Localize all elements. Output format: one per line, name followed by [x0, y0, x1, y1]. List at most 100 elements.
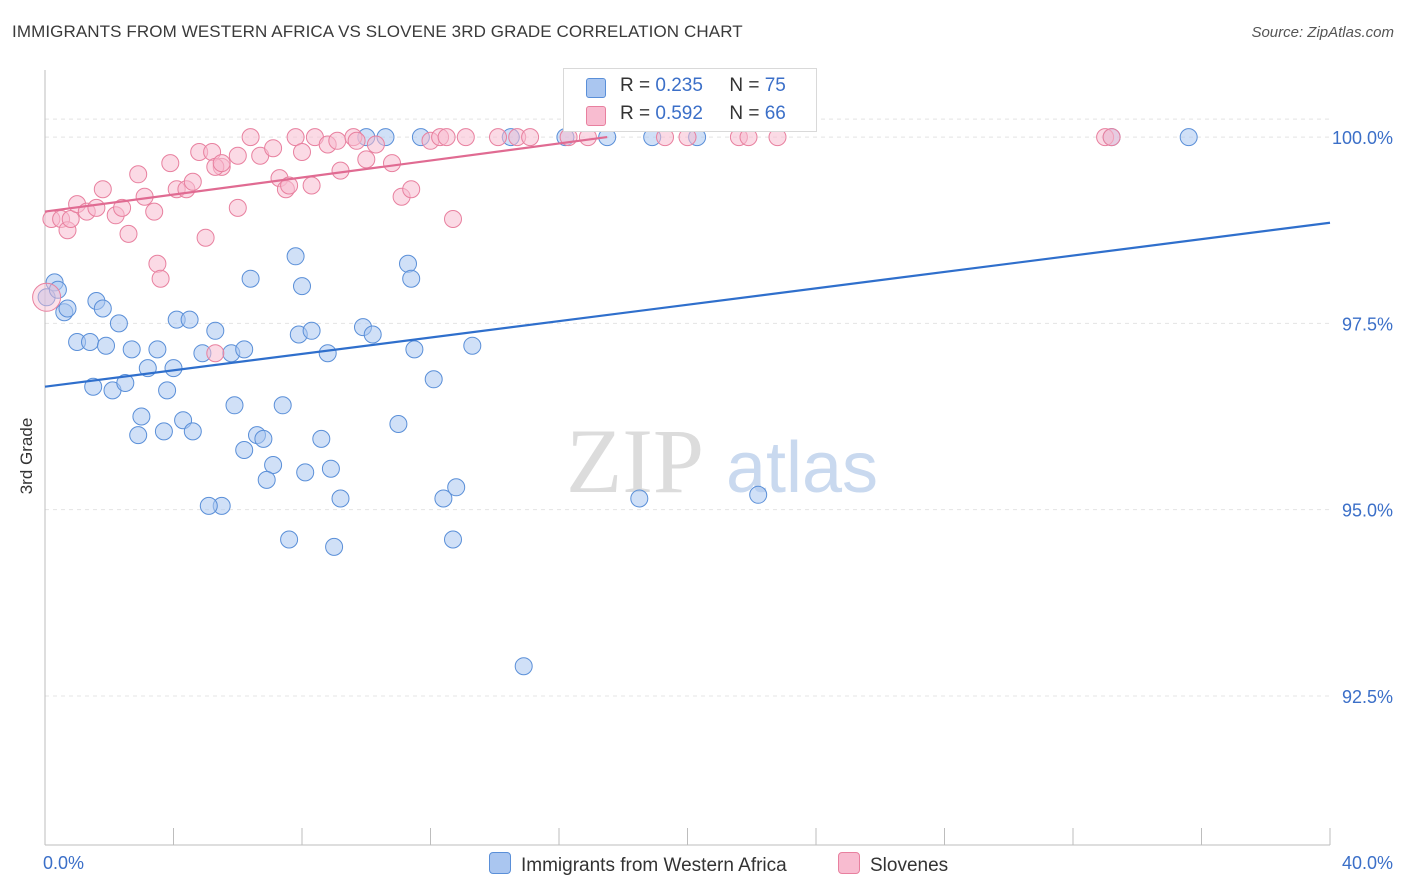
data-point — [293, 143, 311, 161]
data-point — [521, 128, 540, 147]
data-point — [405, 340, 424, 359]
trend-line-western-africa — [44, 221, 1331, 388]
data-point — [235, 340, 254, 359]
data-point — [444, 210, 462, 228]
data-point — [383, 154, 401, 173]
data-point — [212, 154, 231, 173]
data-point — [444, 530, 462, 549]
legend-r-value: 0.592 — [655, 103, 703, 124]
data-point — [328, 131, 347, 150]
data-point — [241, 128, 260, 147]
legend-n-label: N = — [729, 103, 760, 124]
data-point — [87, 198, 106, 217]
data-point — [109, 314, 128, 333]
legend-n-value: 75 — [764, 75, 786, 96]
data-point — [286, 128, 305, 147]
data-point — [122, 340, 141, 359]
data-point — [129, 165, 148, 184]
data-point — [228, 198, 247, 217]
chart-title: IMMIGRANTS FROM WESTERN AFRICA VS SLOVEN… — [12, 22, 743, 41]
data-point — [196, 228, 215, 247]
series-slovenes — [42, 128, 1121, 363]
data-point — [630, 489, 649, 508]
data-point — [93, 180, 112, 199]
bottom-legend-western-africa: Immigrants from Western Africa — [489, 852, 787, 877]
data-point — [148, 340, 167, 359]
data-point — [151, 269, 170, 288]
data-point — [1179, 128, 1198, 147]
data-point — [399, 254, 417, 273]
data-point — [357, 150, 376, 169]
data-point — [264, 139, 283, 158]
data-point — [148, 254, 167, 273]
data-point — [280, 176, 299, 195]
legend-r-value: 0.235 — [655, 75, 703, 96]
tick-labels: 92.5% 95.0% 97.5% 100.0% 0.0% 40.0% — [43, 128, 1393, 873]
stats-legend: R = 0.235 N = 75 R = 0.592 N = 66 — [563, 68, 817, 132]
legend-swatch-slovenes — [586, 106, 606, 126]
bottom-legend-label: Immigrants from Western Africa — [521, 855, 787, 876]
data-point — [318, 344, 337, 363]
data-point — [199, 496, 218, 515]
data-point — [514, 657, 533, 676]
data-point — [463, 336, 482, 355]
data-point — [389, 415, 408, 433]
data-point — [235, 441, 254, 459]
data-point — [129, 426, 148, 445]
data-point — [280, 530, 299, 549]
y-tick-label: 95.0% — [1342, 501, 1393, 521]
data-point — [132, 407, 151, 426]
data-point — [366, 135, 385, 154]
data-point — [61, 210, 80, 228]
data-point — [180, 310, 199, 329]
data-point — [183, 172, 202, 191]
data-point — [206, 321, 225, 340]
watermark: ZIP atlas — [566, 410, 878, 512]
data-point — [447, 478, 466, 497]
data-point — [312, 429, 331, 448]
legend-r-label: R = — [620, 103, 651, 124]
data-point — [158, 381, 177, 400]
data-point — [1102, 128, 1121, 147]
data-point — [84, 377, 103, 396]
data-point — [206, 344, 225, 363]
legend-n-value: 66 — [764, 103, 786, 124]
legend-swatch-western-africa — [586, 78, 606, 98]
data-point — [164, 359, 183, 378]
data-point — [257, 470, 276, 489]
data-point — [363, 325, 382, 344]
data-point — [347, 131, 366, 150]
data-point — [241, 269, 260, 288]
data-point — [228, 146, 247, 165]
data-point — [321, 459, 340, 478]
data-point — [254, 429, 273, 448]
data-point — [273, 396, 292, 415]
source-label: Source: ZipAtlas.com — [1251, 24, 1394, 41]
data-point — [331, 489, 350, 508]
y-axis-title: 3rd Grade — [17, 417, 36, 495]
data-point — [489, 128, 507, 147]
x-tick-label: 40.0% — [1342, 853, 1393, 873]
data-point — [93, 299, 112, 318]
data-point — [97, 336, 115, 355]
bottom-legend-swatch — [838, 852, 860, 874]
data-point — [437, 128, 456, 147]
data-point — [145, 202, 164, 221]
y-tick-label: 97.5% — [1342, 314, 1393, 334]
data-point — [749, 485, 768, 504]
x-tick-label: 0.0% — [43, 853, 84, 873]
legend-r-label: R = — [620, 75, 651, 96]
data-point — [302, 321, 321, 340]
data-point — [456, 128, 475, 147]
data-point — [116, 374, 135, 392]
legend-n-label: N = — [729, 75, 760, 96]
axes — [44, 70, 1331, 846]
bottom-legend-label: Slovenes — [870, 855, 949, 876]
bottom-legend-swatch — [489, 852, 511, 874]
y-tick-label: 92.5% — [1342, 687, 1393, 707]
y-tick-label: 100.0% — [1332, 128, 1393, 148]
data-point-cluster — [32, 282, 62, 312]
data-point — [286, 247, 305, 266]
data-point — [402, 180, 421, 199]
